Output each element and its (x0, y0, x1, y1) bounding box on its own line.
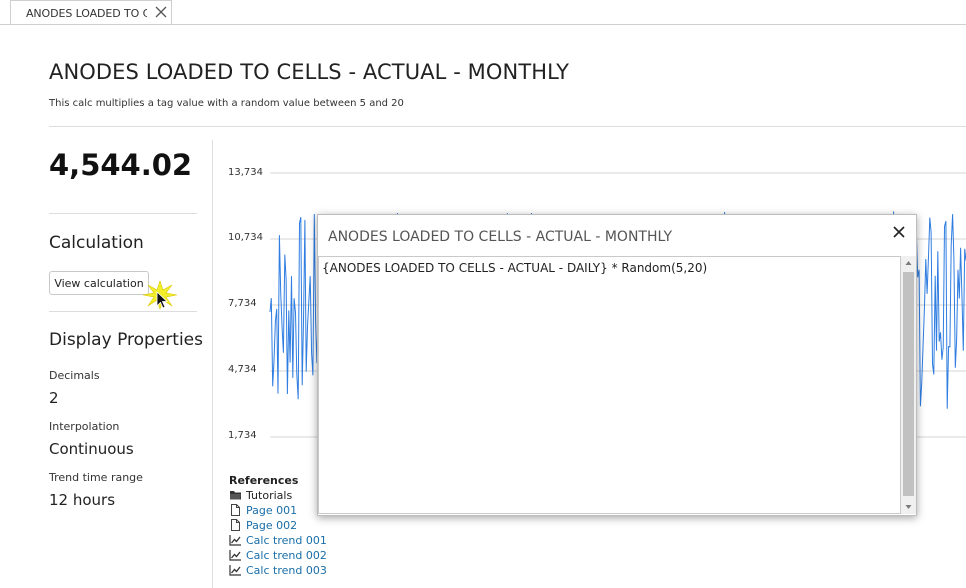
calculation-dialog: ANODES LOADED TO CELLS - ACTUAL - MONTHL… (317, 214, 917, 516)
page-icon (231, 504, 240, 516)
references-heading: References (229, 474, 299, 487)
divider (49, 126, 966, 127)
reference-calc-trend-002[interactable]: Calc trend 002 (229, 548, 327, 562)
reference-label: Calc trend 001 (246, 533, 327, 547)
y-tick-label: 13,734 (228, 167, 263, 178)
reference-page-001[interactable]: Page 001 (229, 503, 297, 517)
tab-document[interactable]: ANODES LOADED TO CELLS - ACTUAL - MONTHL… (10, 0, 172, 24)
panel-separator (212, 140, 213, 588)
tab-label: ANODES LOADED TO CELLS - ACTUAL - MONTHL… (26, 7, 147, 20)
page-icon (231, 519, 240, 531)
trend-time-range-value: 12 hours (49, 491, 116, 509)
reference-label: Page 001 (246, 503, 298, 517)
reference-label: Page 002 (246, 518, 298, 532)
reference-label: Tutorials (246, 488, 293, 502)
trend-icon (229, 535, 241, 546)
y-tick-label: 7,734 (228, 298, 257, 309)
calculation-heading: Calculation (49, 233, 144, 253)
expression-text: {ANODES LOADED TO CELLS - ACTUAL - DAILY… (322, 261, 708, 275)
reference-label: Calc trend 002 (246, 548, 327, 562)
page-title: ANODES LOADED TO CELLS - ACTUAL - MONTHL… (49, 60, 570, 84)
scroll-up-icon[interactable] (901, 256, 916, 270)
divider (49, 311, 197, 312)
reference-label: Calc trend 003 (246, 563, 327, 577)
reference-tutorials[interactable]: Tutorials (229, 488, 292, 502)
vertical-scrollbar[interactable] (901, 256, 916, 514)
expression-textbox[interactable]: {ANODES LOADED TO CELLS - ACTUAL - DAILY… (318, 256, 901, 514)
y-tick-label: 10,734 (228, 232, 263, 243)
scroll-thumb[interactable] (903, 272, 914, 496)
y-tick-label: 4,734 (228, 364, 257, 375)
reference-page-002[interactable]: Page 002 (229, 518, 297, 532)
trend-icon (229, 565, 241, 576)
reference-calc-trend-003[interactable]: Calc trend 003 (229, 563, 327, 577)
tab-strip: ANODES LOADED TO CELLS - ACTUAL - MONTHL… (0, 0, 966, 25)
dialog-title: ANODES LOADED TO CELLS - ACTUAL - MONTHL… (328, 229, 672, 245)
decimals-label: Decimals (49, 369, 100, 382)
scroll-down-icon[interactable] (901, 500, 916, 514)
y-tick-label: 1,734 (228, 430, 257, 441)
view-calculation-button[interactable]: View calculation (49, 271, 149, 295)
page-subtitle: This calc multiplies a tag value with a … (49, 98, 404, 109)
interpolation-label: Interpolation (49, 420, 120, 433)
current-value: 4,544.02 (49, 148, 193, 182)
interpolation-value: Continuous (49, 440, 134, 458)
folder-icon (230, 491, 241, 500)
decimals-value: 2 (49, 389, 59, 407)
divider (49, 213, 197, 214)
trend-icon (229, 550, 241, 561)
click-highlight-icon (142, 280, 178, 310)
trend-time-range-label: Trend time range (49, 471, 143, 484)
close-icon[interactable] (154, 5, 168, 19)
display-properties-heading: Display Properties (49, 330, 203, 350)
reference-calc-trend-001[interactable]: Calc trend 001 (229, 533, 327, 547)
close-icon[interactable] (891, 224, 907, 240)
